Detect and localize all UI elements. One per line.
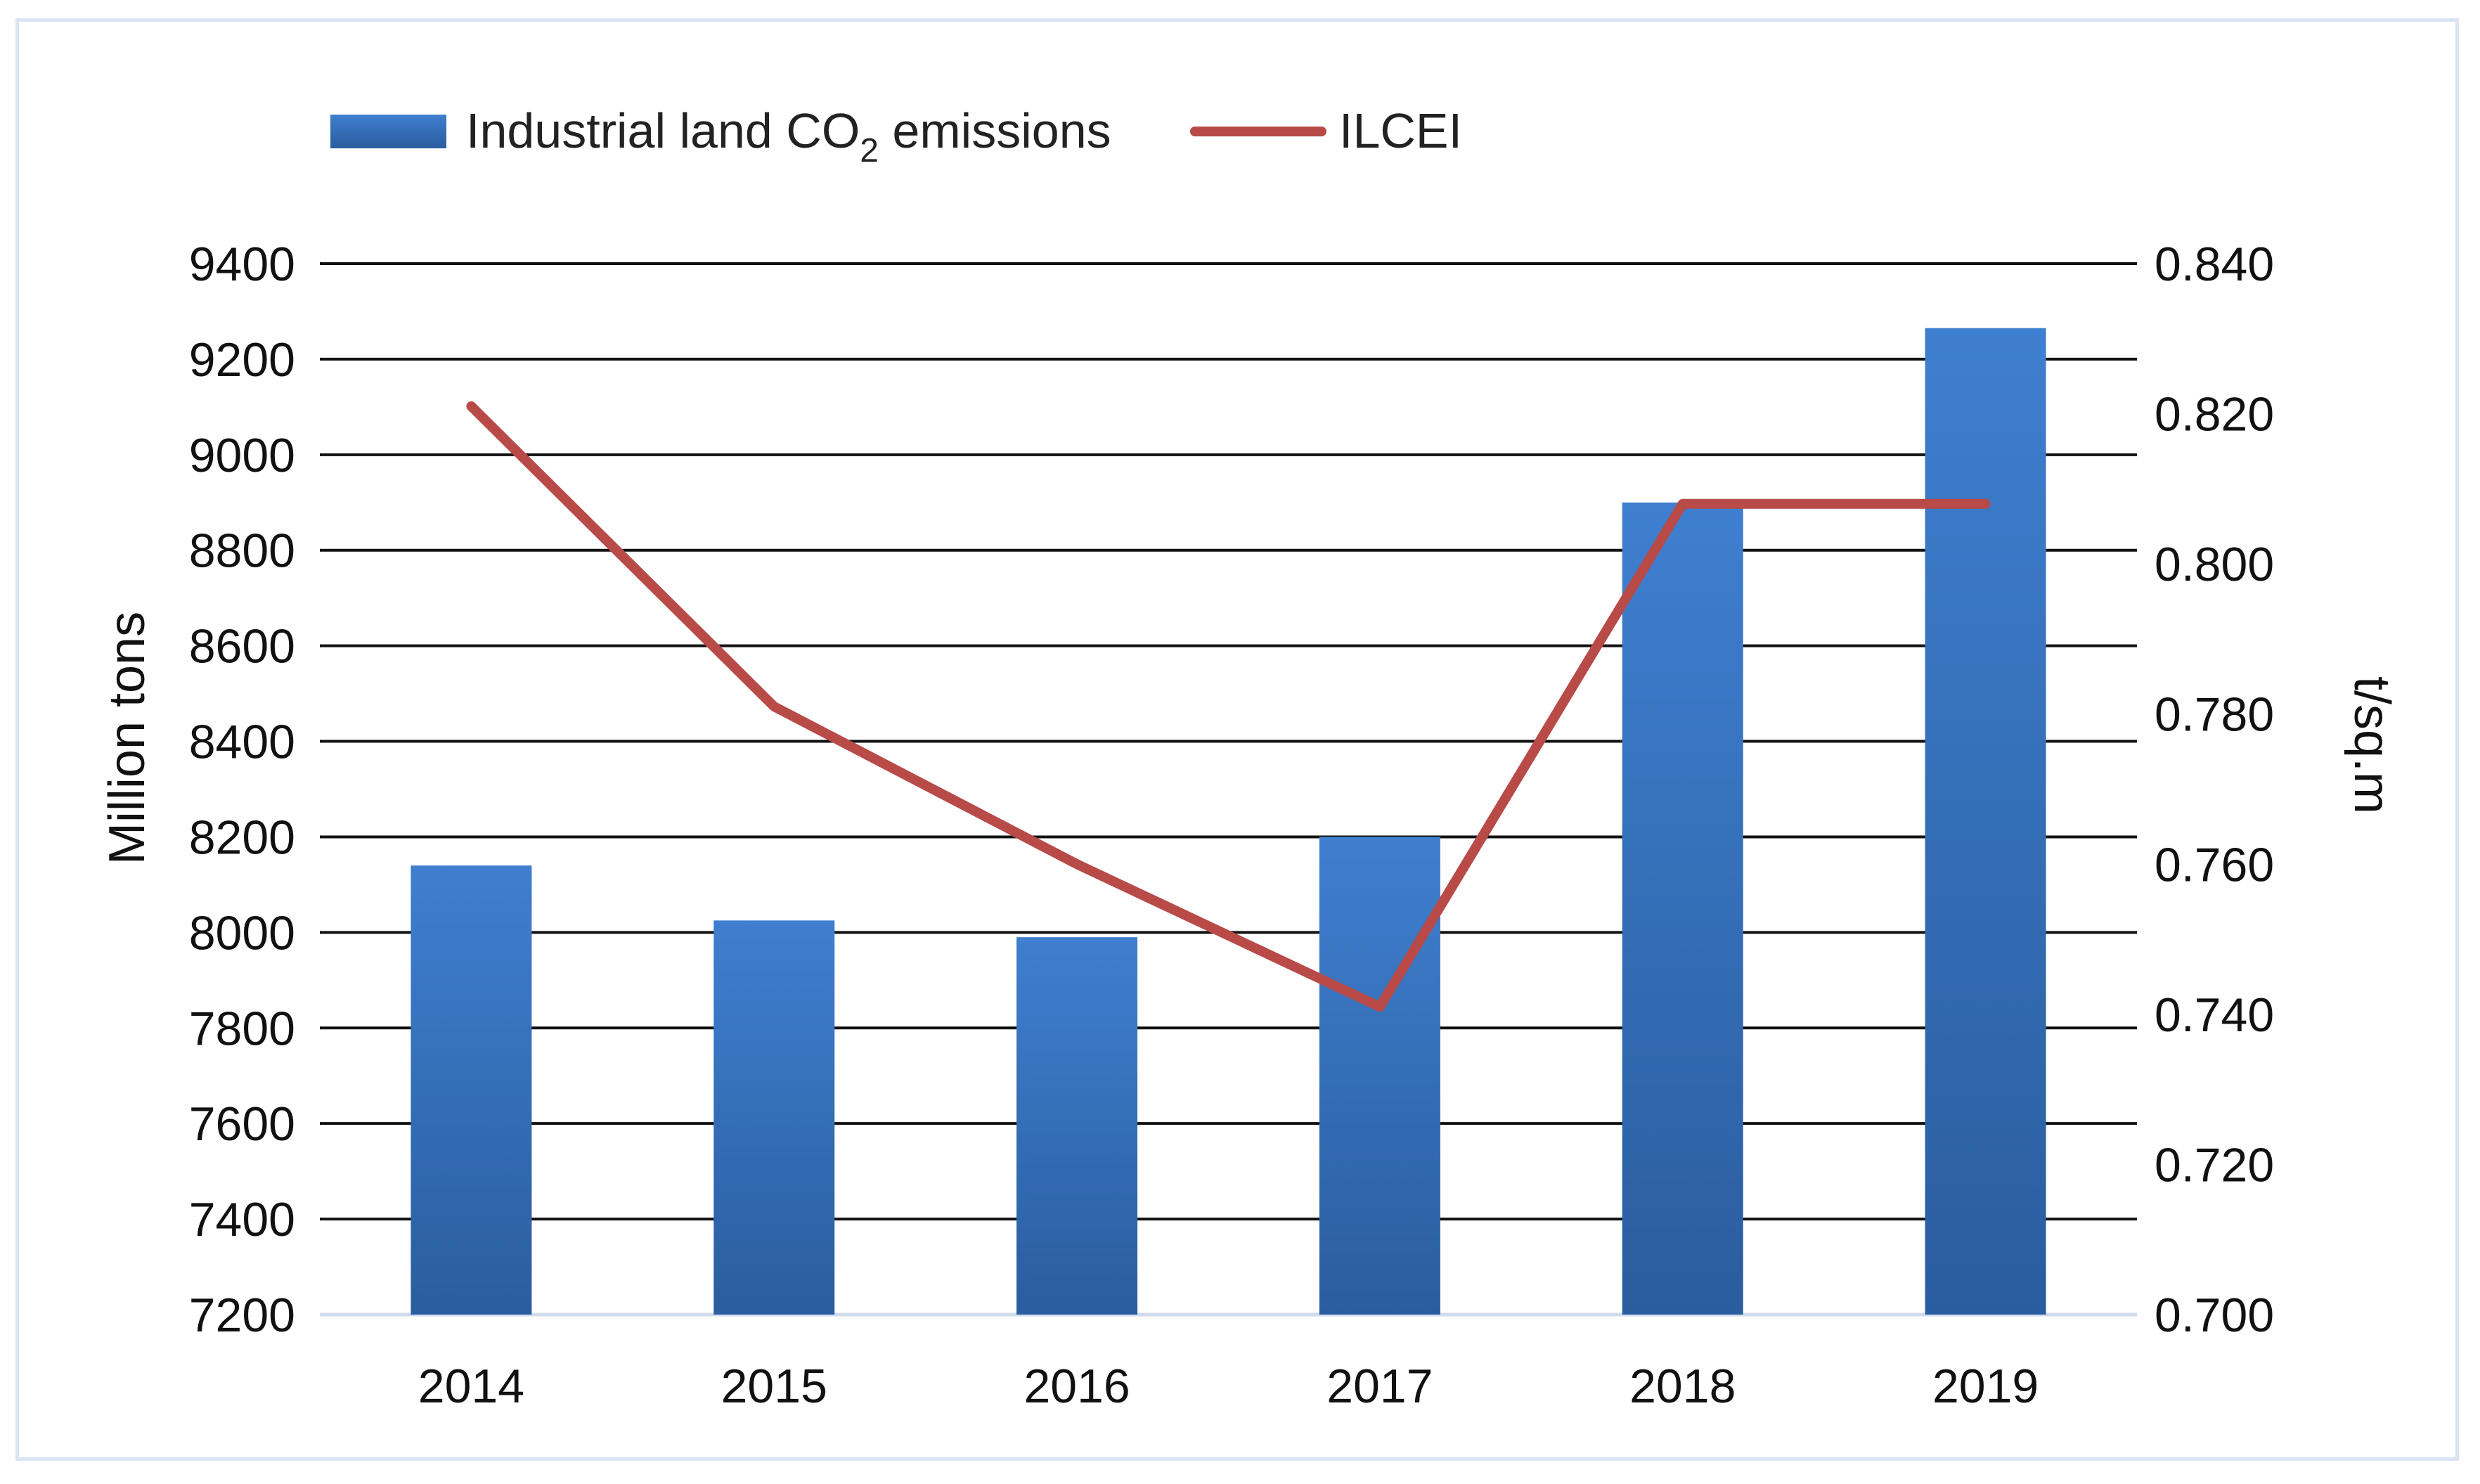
- y2-tick-label: 0.780: [2155, 688, 2274, 742]
- y-tick-label: 8600: [189, 620, 295, 673]
- y-tick-label: 7800: [189, 1002, 295, 1055]
- legend-bar-label: Industrial land CO2 emissions: [466, 103, 1111, 169]
- y-tick-label: 8400: [189, 716, 295, 769]
- y-tick-label: 9200: [189, 333, 295, 387]
- y-axis-right: 0.840 0.820 0.800 0.780 0.760 0.740 0.720 0.700: [2155, 238, 2274, 1342]
- bar-2019: [1925, 328, 2046, 1315]
- y-tick-label: 7400: [189, 1193, 295, 1246]
- x-tick-label: 2019: [1932, 1360, 2039, 1413]
- gridlines: [320, 262, 2137, 1317]
- ilcei-line: [466, 401, 1991, 1012]
- y-axis-title: Million tons: [99, 612, 155, 865]
- bar-2018: [1622, 502, 1743, 1315]
- y2-tick-label: 0.760: [2155, 838, 2274, 891]
- y-tick-label: 7600: [189, 1097, 295, 1151]
- bar-2015: [713, 920, 835, 1315]
- legend: Industrial land CO2 emissions ILCEI: [330, 103, 1462, 169]
- bar-2014: [411, 865, 532, 1315]
- x-tick-label: 2014: [418, 1360, 524, 1413]
- bars: [411, 328, 2046, 1315]
- y-tick-label: 8200: [189, 811, 295, 864]
- legend-line-label: ILCEI: [1339, 103, 1462, 158]
- y2-tick-label: 0.740: [2155, 988, 2274, 1042]
- y-tick-label: 7200: [189, 1289, 295, 1342]
- y2-tick-label: 0.700: [2155, 1289, 2274, 1342]
- y-tick-label: 9000: [189, 429, 295, 482]
- y2-tick-label: 0.720: [2155, 1138, 2274, 1192]
- bar-2016: [1016, 937, 1138, 1315]
- y-axis-left: 9400 9200 9000 8800 8600 8400 8200 8000 7800 7600…: [189, 238, 295, 1342]
- ilcei-line-series: [466, 401, 1991, 1012]
- x-tick-label: 2016: [1023, 1360, 1130, 1413]
- y2-axis-title: t/sq.m: [2344, 676, 2400, 814]
- x-tick-label: 2017: [1326, 1360, 1433, 1413]
- bar-2017: [1319, 837, 1440, 1315]
- y-tick-label: 9400: [189, 238, 295, 291]
- y2-tick-label: 0.800: [2155, 538, 2274, 591]
- y-tick-label: 8000: [189, 906, 295, 960]
- x-tick-label: 2018: [1629, 1360, 1736, 1413]
- y-tick-label: 8800: [189, 524, 295, 578]
- x-tick-label: 2015: [721, 1360, 827, 1413]
- y2-tick-label: 0.820: [2155, 388, 2274, 441]
- y2-tick-label: 0.840: [2155, 238, 2274, 291]
- legend-bar-swatch: [330, 115, 446, 148]
- x-axis: 2014 2015 2016 2017 2018 2019: [418, 1360, 2039, 1413]
